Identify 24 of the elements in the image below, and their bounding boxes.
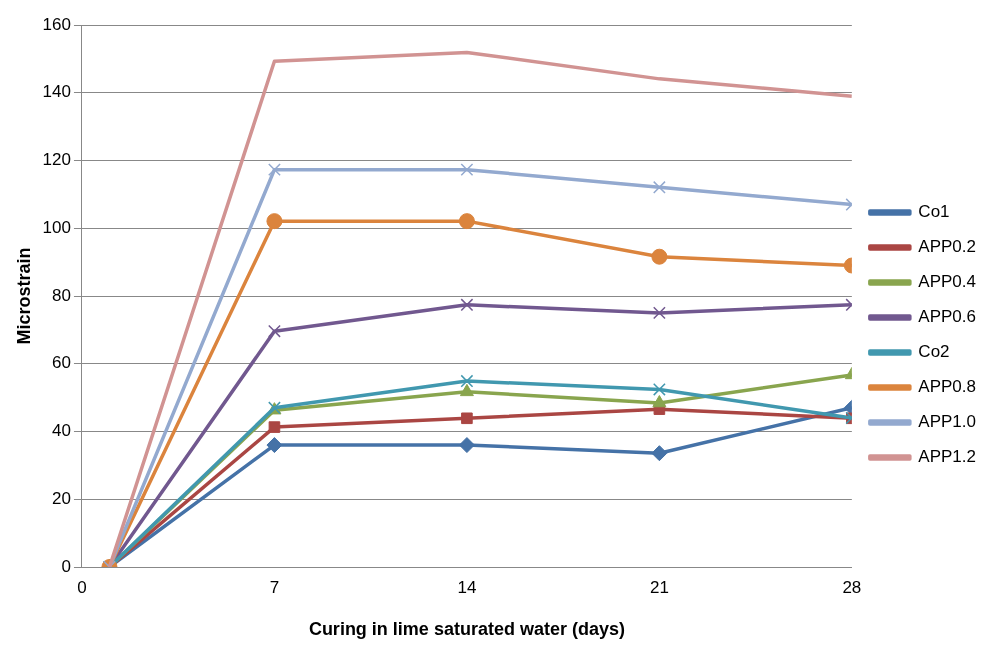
y-tick-label: 0 <box>61 556 71 576</box>
x-axis-title: Curing in lime saturated water (days) <box>308 619 625 640</box>
x-tick-label: 28 <box>842 577 862 597</box>
x-tick-label: 0 <box>77 577 87 597</box>
y-tick-label: 120 <box>42 150 71 170</box>
legend-label: APP1.0 <box>918 412 977 432</box>
legend-label: APP0.6 <box>918 307 977 327</box>
x-tick-label: 14 <box>457 577 477 597</box>
y-axis-title: Microstrain <box>13 247 34 345</box>
y-tick-label: 40 <box>52 421 71 441</box>
legend-label: APP1.2 <box>918 447 977 467</box>
x-tick-label: 21 <box>649 577 669 597</box>
y-tick-label: 20 <box>52 488 71 508</box>
y-tick-label: 160 <box>42 14 71 34</box>
x-tick-label: 7 <box>269 577 280 597</box>
y-tick-label: 60 <box>52 353 71 373</box>
legend-label: Co1 <box>918 202 950 222</box>
legend-label: APP0.2 <box>918 237 977 257</box>
y-tick-label: 80 <box>52 285 71 305</box>
legend-label: Co2 <box>918 342 950 362</box>
legend-label: APP0.4 <box>918 272 977 292</box>
y-tick-label: 100 <box>42 217 71 237</box>
y-tick-label: 140 <box>42 82 71 102</box>
legend-label: APP0.8 <box>918 377 977 397</box>
